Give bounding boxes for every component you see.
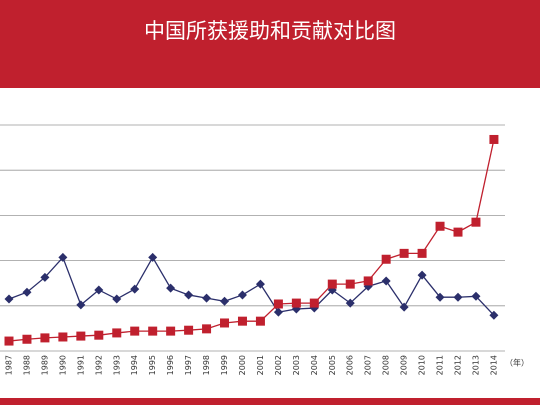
point [130,284,140,294]
point [399,302,409,312]
point [148,252,158,262]
point [273,299,283,309]
x-tick-label: 1999 [220,355,229,375]
point [363,276,373,286]
x-tick-label: 1998 [202,355,211,375]
x-tick-label: 2006 [346,355,355,375]
point [237,316,247,326]
footer-band [0,398,540,405]
point [220,296,230,306]
point [22,287,32,297]
point [166,283,176,293]
point [184,325,194,335]
point [381,276,391,286]
point [112,294,122,304]
point [273,307,283,317]
x-tick-label: 2005 [328,355,337,375]
x-tick-label: 1991 [76,355,85,375]
point [309,298,319,308]
point [76,331,86,341]
x-tick-label: 1988 [22,355,31,375]
x-tick-label: 2007 [364,355,373,375]
x-tick-label: 2010 [418,355,427,375]
x-tick-label: 1995 [148,355,157,375]
x-tick-label: 2003 [292,355,301,375]
point [471,217,481,227]
point [471,291,481,301]
x-tick-label: 2014 [489,355,498,375]
point [489,134,499,144]
point [453,227,463,237]
point [453,292,463,302]
point [381,254,391,264]
point [435,221,445,231]
point [184,290,194,300]
point [220,318,230,328]
series-line [8,139,495,342]
point [4,336,14,346]
point [4,294,14,304]
x-tick-label: 2012 [454,355,463,375]
point [94,330,104,340]
point [327,279,337,289]
point [166,326,176,336]
x-tick-label: 1990 [58,355,67,375]
point [237,290,247,300]
point [417,270,427,280]
x-unit: （年） [505,358,529,368]
point [148,326,158,336]
point [489,310,499,320]
x-tick-label: 1992 [94,355,103,375]
point [94,285,104,295]
point [58,252,68,262]
x-tick-label: 2000 [238,355,247,375]
x-tick-label: 2008 [382,355,391,375]
x-tick-label: 2001 [256,355,265,375]
x-tick-label: 1989 [40,355,49,375]
point [399,248,409,258]
point [130,326,140,336]
point [40,272,50,282]
x-tick-label: 1996 [166,355,175,375]
x-tick-label: 1997 [184,355,193,375]
series-line [8,256,495,316]
point [435,292,445,302]
point [417,248,427,258]
point [255,316,265,326]
point [76,300,86,310]
x-tick-label: 1994 [130,355,139,375]
point [112,328,122,338]
point [202,293,212,303]
point [202,324,212,334]
x-tick-label: 2011 [436,355,445,375]
x-tick-label: 2002 [274,355,283,375]
point [58,332,68,342]
point [40,333,50,343]
point [291,298,301,308]
chart-title: 中国所获援助和贡献对比图 [144,19,396,43]
header-band [0,0,540,88]
x-tick-label: 2009 [400,355,409,375]
point [255,279,265,289]
x-tick-label: 2013 [471,355,480,375]
x-tick-label: 2004 [310,355,319,375]
point [345,279,355,289]
x-tick-label: 1987 [5,355,14,375]
point [345,298,355,308]
point [22,334,32,344]
x-tick-label: 1993 [112,355,121,375]
